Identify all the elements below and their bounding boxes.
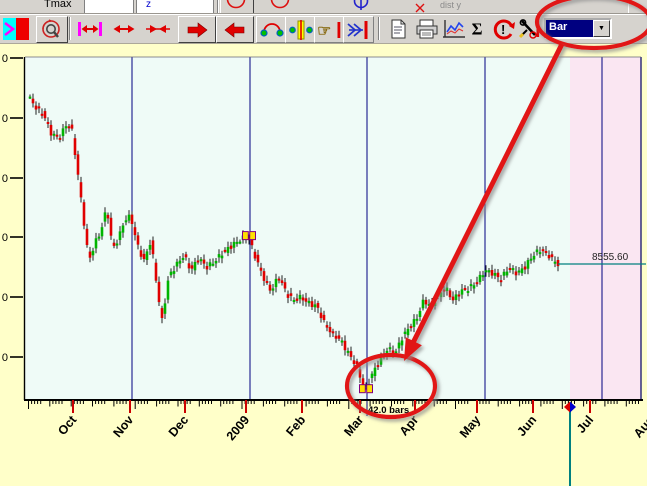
zoom-circle-button[interactable] bbox=[36, 16, 68, 43]
svg-text:May: May bbox=[457, 413, 483, 441]
expand-arrows-button[interactable] bbox=[108, 16, 140, 41]
red-circle-icon bbox=[270, 0, 290, 9]
svg-text:0: 0 bbox=[2, 232, 8, 244]
arrows-to-bar-button[interactable] bbox=[343, 16, 374, 43]
last-price-label: 8555.60 bbox=[592, 252, 629, 263]
svg-text:Jun: Jun bbox=[514, 413, 539, 439]
document-button[interactable] bbox=[386, 16, 412, 41]
tmax-label: Tmax bbox=[44, 0, 72, 10]
hand-pointer-bar-icon: ☞ bbox=[317, 20, 340, 40]
color-swatch-icon bbox=[3, 17, 29, 40]
print-button[interactable] bbox=[413, 16, 440, 41]
expand-arrows-icon bbox=[113, 24, 135, 33]
x-axis-minor-ticks bbox=[28, 400, 639, 409]
refresh-alert-icon: ! bbox=[493, 19, 515, 39]
refresh-alert-button[interactable]: ! bbox=[491, 16, 517, 41]
chart-stats-icon bbox=[443, 19, 465, 38]
bar-type-value[interactable]: Bar bbox=[546, 20, 593, 37]
svg-text:0: 0 bbox=[2, 352, 8, 364]
range-bounded-arrow-button[interactable] bbox=[74, 16, 106, 41]
blue-phi-icon[interactable] bbox=[350, 0, 372, 13]
y-axis-ticks: 0 0 0 0 0 0 bbox=[2, 53, 23, 364]
red-circle-icon bbox=[226, 0, 246, 9]
svg-text:☞: ☞ bbox=[317, 21, 331, 40]
svg-text:Dec: Dec bbox=[166, 413, 191, 440]
svg-text:0: 0 bbox=[2, 292, 8, 304]
toolbar-separator bbox=[69, 17, 71, 40]
arc-dots-button[interactable] bbox=[256, 16, 287, 43]
hand-pointer-bar-button[interactable]: ☞ bbox=[314, 16, 345, 43]
red-circle-button-2[interactable] bbox=[264, 0, 298, 13]
toolbar-separator bbox=[378, 17, 380, 40]
current-date-marker bbox=[564, 401, 576, 486]
arrow-right-button[interactable] bbox=[178, 16, 216, 43]
field-blue-mark: z bbox=[146, 0, 151, 10]
arrow-left-button[interactable] bbox=[216, 16, 254, 43]
svg-text:!: ! bbox=[501, 22, 505, 37]
chart-stats-button[interactable] bbox=[441, 16, 467, 41]
tools-button[interactable] bbox=[516, 16, 543, 41]
future-zone bbox=[570, 57, 641, 400]
swing-high-marker bbox=[242, 231, 256, 241]
cycle-marker-button[interactable] bbox=[285, 16, 316, 43]
svg-text:0: 0 bbox=[2, 53, 8, 65]
main-toolbar: ☞ Σ! Bar ▼ bbox=[0, 14, 647, 44]
partial-right-button[interactable] bbox=[628, 0, 647, 13]
dist-label: dist y bbox=[440, 0, 462, 10]
print-icon bbox=[416, 19, 437, 38]
bar-type-combobox[interactable]: Bar ▼ bbox=[544, 18, 612, 39]
zoom-circle-icon bbox=[42, 18, 60, 38]
sigma-icon: Σ bbox=[472, 19, 483, 38]
sigma-button[interactable]: Σ bbox=[467, 16, 491, 41]
svg-text:Feb: Feb bbox=[283, 413, 308, 439]
color-swatch-button[interactable] bbox=[2, 16, 30, 41]
tmax-field-1[interactable] bbox=[84, 0, 134, 13]
arc-dots-icon bbox=[259, 22, 284, 37]
svg-text:Apr: Apr bbox=[397, 413, 422, 439]
svg-text:Nov: Nov bbox=[110, 413, 136, 440]
arrow-left-icon bbox=[224, 21, 245, 38]
arrows-to-bar-icon bbox=[346, 20, 367, 39]
svg-text:Σ: Σ bbox=[472, 19, 483, 38]
cycle-marker-icon bbox=[288, 19, 313, 40]
bar-count-label: 42.0 bars bbox=[368, 405, 409, 416]
svg-text:Aug: Aug bbox=[631, 413, 647, 441]
chevron-down-icon[interactable]: ▼ bbox=[593, 20, 610, 37]
red-circle-button-1[interactable] bbox=[220, 0, 254, 13]
contract-arrows-button[interactable] bbox=[142, 16, 174, 41]
range-bounded-arrow-icon bbox=[78, 21, 102, 36]
tmax-field-2[interactable] bbox=[136, 0, 214, 13]
svg-text:Jul: Jul bbox=[574, 413, 596, 436]
document-icon bbox=[391, 19, 406, 38]
tools-icon bbox=[518, 18, 539, 39]
svg-text:0: 0 bbox=[2, 173, 8, 185]
svg-text:Oct: Oct bbox=[55, 412, 80, 438]
svg-text:Mar: Mar bbox=[341, 413, 366, 439]
svg-text:0: 0 bbox=[2, 113, 8, 125]
x-axis-month-ticks: Oct Nov Dec 2009 Feb Mar Apr May Jun Jul Aug bbox=[55, 400, 647, 443]
red-x-icon bbox=[414, 0, 426, 13]
separator bbox=[217, 0, 219, 13]
top-toolbar-row-clipped: Tmax z dist y bbox=[0, 0, 647, 14]
contract-arrows-icon bbox=[146, 24, 170, 33]
plot-area[interactable] bbox=[25, 57, 641, 400]
svg-text:2009: 2009 bbox=[224, 413, 253, 443]
arrow-right-icon bbox=[187, 21, 208, 38]
